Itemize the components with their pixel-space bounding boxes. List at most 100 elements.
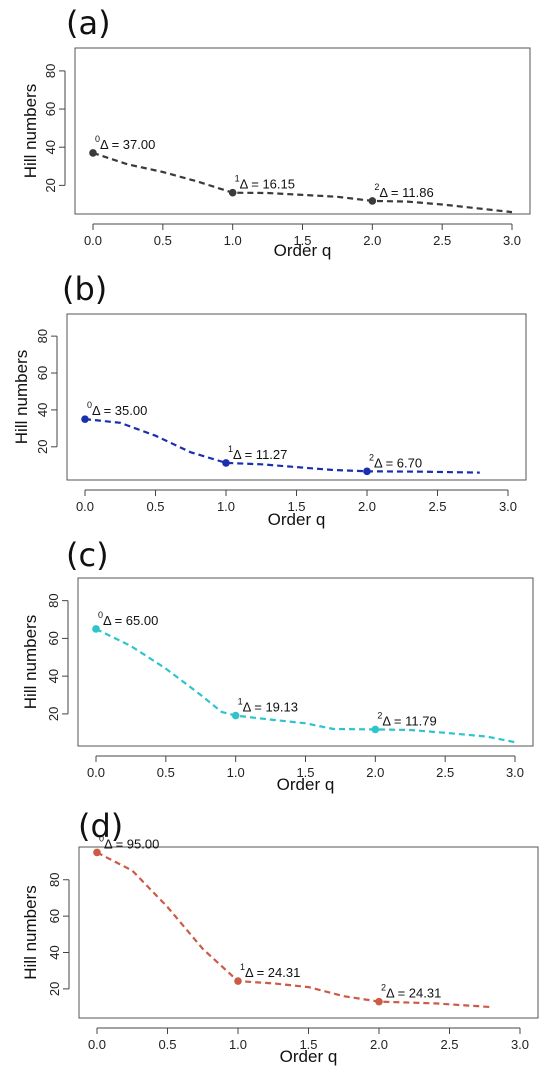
annotation-superscript: 1 — [235, 174, 240, 184]
x-tick-label: 1.5 — [296, 765, 314, 780]
plot-frame — [66, 313, 527, 481]
x-tick-label: 2.0 — [366, 765, 384, 780]
annotation-value: Δ = 6.70 — [374, 455, 422, 470]
panel-label-b: (b) — [62, 270, 108, 308]
x-tick-label: 2.0 — [363, 233, 381, 248]
panel-label-c: (c) — [66, 536, 109, 574]
annotation-superscript: 1 — [228, 444, 233, 454]
series-line — [92, 151, 513, 214]
y-axis-title: Hill numbers — [12, 350, 31, 444]
y-tick-label: 80 — [35, 329, 50, 343]
y-tick-label: 60 — [47, 909, 62, 923]
point-annotation: 0Δ = 37.00 — [95, 134, 155, 152]
point-annotation: 1Δ = 24.31 — [240, 962, 300, 980]
plot-frame — [78, 846, 539, 1019]
x-tick-label: 1.5 — [299, 1037, 317, 1052]
y-tick-label: 20 — [46, 707, 61, 721]
point-annotation: 0Δ = 35.00 — [87, 400, 147, 418]
y-tick-label: 20 — [47, 982, 62, 996]
point-annotation: 1Δ = 11.27 — [228, 444, 287, 462]
data-point — [81, 415, 89, 423]
x-tick-label: 2.5 — [428, 499, 446, 514]
x-tick-label: 0.5 — [157, 765, 175, 780]
point-annotation: 0Δ = 95.00 — [99, 833, 159, 851]
annotation-superscript: 0 — [98, 610, 103, 620]
series-line — [84, 418, 480, 474]
x-tick-label: 1.0 — [227, 765, 245, 780]
data-point — [93, 848, 101, 857]
data-point — [231, 711, 240, 720]
x-tick-label: 1.5 — [293, 233, 311, 248]
point-annotation: 2Δ = 11.86 — [374, 182, 433, 200]
point-annotation: 2Δ = 24.31 — [381, 983, 441, 1001]
y-tick-label: 20 — [43, 178, 58, 192]
annotation-superscript: 1 — [238, 697, 243, 707]
y-tick-label: 40 — [35, 403, 50, 417]
x-tick-label: 0.5 — [146, 499, 164, 514]
data-point — [234, 977, 242, 985]
annotation-value: Δ = 19.13 — [243, 700, 298, 715]
data-point — [375, 997, 383, 1006]
x-tick-label: 3.0 — [511, 1037, 529, 1052]
panel-label-d: (d) — [78, 807, 124, 845]
data-point — [371, 725, 380, 734]
x-axis-title: Order q — [280, 1047, 338, 1066]
annotation-value: Δ = 24.31 — [386, 986, 441, 1001]
y-tick-label: 60 — [35, 366, 50, 380]
y-tick-label: 80 — [46, 593, 61, 607]
annotation-superscript: 0 — [99, 833, 104, 843]
y-axis-title: Hill numbers — [21, 615, 40, 709]
x-tick-label: 1.5 — [287, 499, 305, 514]
data-point — [222, 459, 230, 467]
panel-a: (a) 0.0 0.5 1.0 1.5 2.0 2.5 3.0 20 40 60 80 Order q… — [0, 0, 550, 265]
panel-b: (b) 0.0 0.5 1.0 1.5 2.0 2.5 3.0 20 40 60 80 Order q… — [0, 268, 550, 533]
series-line — [96, 851, 492, 1009]
y-tick-label: 80 — [47, 873, 62, 887]
annotation-value: Δ = 37.00 — [100, 137, 155, 152]
x-tick-label: 0.0 — [88, 1037, 106, 1052]
annotation-superscript: 2 — [381, 983, 386, 993]
point-annotation: 2Δ = 6.70 — [369, 452, 422, 470]
x-tick-label: 0.0 — [76, 499, 94, 514]
x-tick-label: 2.5 — [433, 233, 451, 248]
x-tick-label: 2.0 — [358, 499, 376, 514]
data-point — [89, 149, 97, 157]
x-tick-label: 2.0 — [370, 1037, 388, 1052]
x-axis-title: Order q — [277, 775, 335, 794]
plot-frame — [74, 47, 531, 215]
annotation-superscript: 1 — [240, 962, 245, 972]
annotation-value: Δ = 65.00 — [103, 613, 158, 628]
annotation-value: Δ = 24.31 — [245, 965, 300, 980]
annotation-value: Δ = 11.27 — [233, 447, 287, 462]
x-tick-label: 0.0 — [87, 765, 105, 780]
data-point — [363, 467, 371, 476]
x-tick-label: 2.5 — [440, 1037, 458, 1052]
annotation-value: Δ = 11.79 — [382, 713, 436, 728]
point-annotation: 0Δ = 65.00 — [98, 610, 158, 628]
y-tick-label: 40 — [46, 669, 61, 683]
series-line — [95, 628, 516, 744]
point-annotation: 2Δ = 11.79 — [377, 710, 436, 728]
annotation-superscript: 2 — [377, 710, 382, 720]
panel-label-a: (a) — [66, 4, 111, 42]
panel-c: (c) 0.0 0.5 1.0 1.5 2.0 2.5 3.0 20 40 60 80 Order q… — [0, 534, 550, 799]
y-tick-label: 40 — [43, 140, 58, 154]
x-tick-label: 0.5 — [158, 1037, 176, 1052]
annotation-superscript: 2 — [369, 452, 374, 462]
data-point — [92, 625, 100, 633]
x-tick-label: 1.0 — [224, 233, 242, 248]
y-tick-label: 60 — [46, 631, 61, 645]
data-point — [228, 188, 237, 197]
annotation-value: Δ = 16.15 — [240, 177, 295, 192]
annotation-superscript: 2 — [374, 182, 379, 192]
x-tick-label: 3.0 — [506, 765, 524, 780]
x-tick-label: 1.0 — [229, 1037, 247, 1052]
annotation-value: Δ = 95.00 — [104, 836, 159, 851]
y-axis-title: Hill numbers — [21, 84, 40, 178]
plot-frame — [77, 577, 534, 747]
data-point — [368, 197, 377, 205]
